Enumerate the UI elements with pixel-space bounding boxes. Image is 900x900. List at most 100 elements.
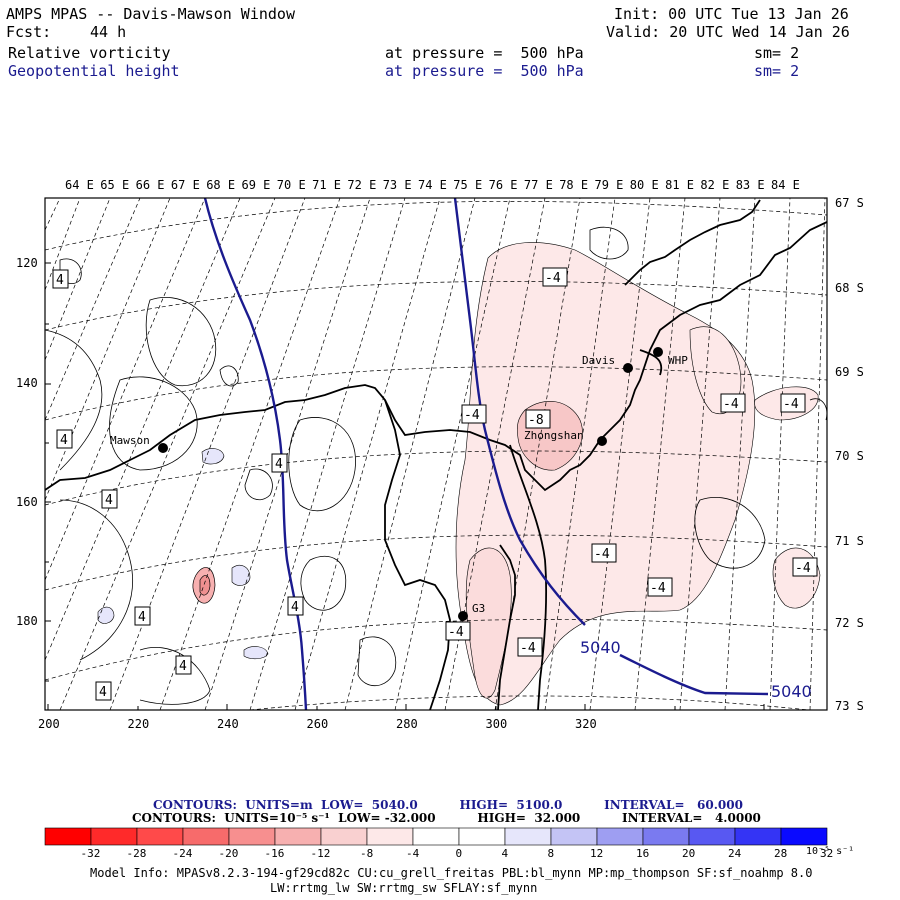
contour-label-box: -4 (780, 393, 806, 413)
contour-label-neg4f: -4 (650, 581, 666, 596)
y-tick-label: 120 (16, 256, 38, 270)
colorbar-swatch (596, 827, 644, 846)
lat-label: 70 S (835, 449, 864, 463)
contour-label-4e: 4 (179, 659, 187, 674)
lon-label: 65 E (100, 178, 129, 192)
contour-label-4g: 4 (275, 457, 283, 472)
x-tick-label: 200 (38, 717, 60, 731)
station-marker-g3 (458, 611, 468, 621)
map-frame (44, 197, 828, 711)
colorbar-swatch (504, 827, 552, 846)
lon-label: 67 E (171, 178, 200, 192)
station-marker-mawson (158, 443, 168, 453)
contour-label-box: 4 (134, 606, 151, 626)
lon-label: 66 E (136, 178, 165, 192)
lon-label: 80 E (630, 178, 659, 192)
contour-label-neg4a: -4 (545, 271, 561, 286)
contour-label-neg8: -8 (528, 413, 544, 428)
y-tick-label: 140 (16, 376, 38, 390)
model-info-line1: Model Info: MPASv8.2.3-194-gf29cd82c CU:… (90, 866, 813, 880)
colorbar-swatch (412, 827, 460, 846)
lat-label: 72 S (835, 616, 864, 630)
pos-vorticity-shade-3 (97, 606, 115, 624)
colorbar-swatch (90, 827, 138, 846)
lon-label: 83 E (736, 178, 765, 192)
contour-label-box: -4 (461, 404, 487, 424)
contour-label-4c: 4 (105, 493, 113, 508)
y-axis-tick-labels: 120 140 160 180 (16, 256, 38, 628)
station-marker-davis (623, 363, 633, 373)
contour-label-box: -4 (792, 557, 818, 577)
colorbar-swatch (780, 827, 828, 846)
contour-label-neg4d: -4 (783, 397, 799, 412)
map-field-layer (45, 198, 827, 710)
contour-label-box: 4 (271, 453, 288, 473)
contour-label-box: -4 (720, 393, 746, 413)
colorbar-swatch (366, 827, 414, 846)
forecast-value: 44 h (90, 23, 127, 41)
contour-label-box: 4 (287, 596, 304, 616)
lon-label: 82 E (700, 178, 729, 192)
x-tick-label: 220 (128, 717, 150, 731)
contour-label-box: 4 (175, 655, 192, 675)
station-name-davis: Davis (582, 354, 615, 367)
contour-label-4a: 4 (56, 273, 64, 288)
contour-label-box: -4 (591, 543, 617, 563)
lon-label: 84 E (771, 178, 800, 192)
pos-vorticity-shade-2 (231, 565, 251, 586)
axis-ticks (45, 262, 765, 710)
vorticity-contours-thin (45, 226, 827, 705)
lon-label: 64 E (65, 178, 94, 192)
contour-label-neg4g: -4 (795, 561, 811, 576)
colorbar-tick: -12 (311, 847, 331, 860)
contour-label-neg4c: -4 (723, 397, 739, 412)
y-tick-label: 160 (16, 495, 38, 509)
x-tick-label: 300 (486, 717, 508, 731)
height-label-5040b: 5040 (771, 682, 812, 701)
station-names: Mawson Davis WHP Zhongshan G3 (110, 354, 688, 615)
contour-label-box: -4 (647, 577, 673, 597)
x-tick-label: 320 (575, 717, 597, 731)
colorbar-tick: 20 (682, 847, 695, 860)
contour-label-neg4b: -4 (464, 408, 480, 423)
field1-level: at pressure = 500 hPa (385, 44, 584, 62)
colorbar-tick: 8 (548, 847, 555, 860)
colorbar-swatch (642, 827, 690, 846)
lon-label: 71 E (312, 178, 341, 192)
neg-vorticity-shade-east-4 (772, 547, 821, 609)
height-label-5040a: 5040 (580, 638, 621, 657)
x-tick-label: 260 (307, 717, 329, 731)
colorbar-tick: 0 (456, 847, 463, 860)
contour-label-box: -4 (542, 267, 568, 287)
colorbar-tick: 28 (774, 847, 787, 860)
longitude-labels: 64 E 65 E 66 E 67 E 68 E 69 E 70 E 71 E 72 E 73 E… (65, 178, 800, 192)
contour-label-neg4i: -4 (520, 641, 536, 656)
lat-label: 68 S (835, 281, 864, 295)
colorbar-tick-labels: -32 -28 -24 -20 -16 -12 -8 -4 0 4 8 12 16 20 24 28 32 (81, 847, 834, 860)
lon-label: 68 E (206, 178, 235, 192)
contour-label-4d: 4 (138, 610, 146, 625)
colorbar-swatch (320, 827, 368, 846)
contour-label-box: 4 (52, 269, 69, 289)
contour-label-4b: 4 (60, 433, 68, 448)
contour-label-4h: 4 (291, 600, 299, 615)
colorbar-tick: 4 (502, 847, 509, 860)
lon-label: 79 E (595, 178, 624, 192)
model-info-line2: LW:rrtmg_lw SW:rrtmg_sw SFLAY:sf_mynn (270, 881, 538, 895)
lon-label: 75 E (453, 178, 482, 192)
lat-label: 73 S (835, 699, 864, 713)
field2-name: Geopotential height (8, 62, 180, 80)
lon-label: 73 E (383, 178, 412, 192)
lon-label: 76 E (489, 178, 518, 192)
legend-contours-height: CONTOURS: UNITS=m LOW= 5040.0 HIGH= 5100… (153, 798, 743, 812)
neg-vorticity-core-west (199, 575, 211, 596)
colorbar-tick: -4 (406, 847, 420, 860)
valid-time: Valid: 20 UTC Wed 14 Jan 26 (606, 23, 850, 41)
station-markers (158, 347, 663, 621)
lon-label: 70 E (277, 178, 306, 192)
colorbar-tick: -24 (173, 847, 193, 860)
init-time: Init: 00 UTC Tue 13 Jan 26 (614, 5, 849, 23)
colorbar-swatch (228, 827, 276, 846)
colorbar-swatch (274, 827, 322, 846)
